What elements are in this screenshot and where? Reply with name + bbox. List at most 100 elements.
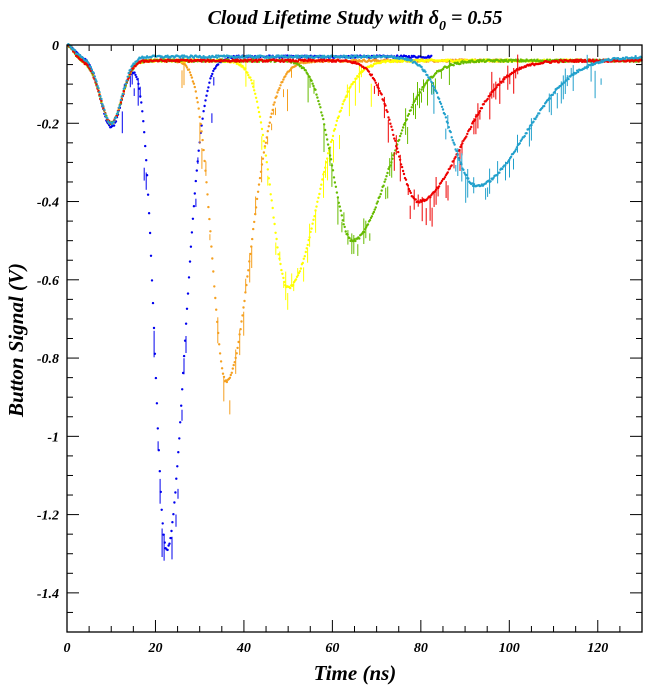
data-point <box>221 372 225 375</box>
data-point <box>262 140 266 143</box>
data-point <box>304 61 307 65</box>
data-point <box>435 91 439 95</box>
data-point <box>390 125 393 128</box>
data-point <box>250 79 253 82</box>
data-point <box>232 363 235 367</box>
data-point <box>160 508 163 511</box>
data-point <box>398 134 402 138</box>
data-point <box>181 388 184 391</box>
data-point <box>207 86 210 89</box>
data-point <box>402 172 406 176</box>
data-point <box>192 205 196 208</box>
data-point <box>261 157 265 160</box>
data-point <box>254 96 258 100</box>
data-point <box>275 237 278 241</box>
data-point <box>319 106 322 109</box>
data-point <box>269 193 272 196</box>
y-tick-labels: 0 -0.2 -0.4 -0.6 -0.8 -1 -1.2 -1.4 <box>37 39 59 602</box>
data-point <box>376 200 379 203</box>
data-point <box>266 130 269 133</box>
data-point <box>241 54 244 58</box>
data-point <box>94 78 97 81</box>
data-point <box>167 544 170 547</box>
data-point <box>465 135 468 138</box>
data-point <box>450 164 453 167</box>
data-point <box>106 117 109 120</box>
y-axis-label: Button Signal (V) <box>4 263 28 418</box>
data-point <box>260 127 264 131</box>
data-point <box>444 116 448 119</box>
data-point <box>459 145 462 149</box>
data-point <box>462 168 465 171</box>
data-point <box>296 274 300 277</box>
data-point <box>455 149 458 153</box>
data-point <box>93 75 96 78</box>
data-point <box>140 101 143 104</box>
data-point <box>103 108 106 111</box>
x-tick-label: 40 <box>236 641 251 656</box>
data-point <box>420 65 423 69</box>
data-point <box>203 104 206 108</box>
data-point <box>215 54 218 57</box>
data-point <box>143 131 146 134</box>
data-point <box>273 222 276 226</box>
data-point <box>246 275 249 278</box>
data-point <box>235 60 238 63</box>
axis-ticks <box>66 44 643 633</box>
data-point <box>438 100 442 104</box>
data-point <box>329 140 333 144</box>
data-point <box>205 94 208 97</box>
data-point <box>184 322 188 325</box>
data-point <box>324 128 327 132</box>
data-point <box>299 267 303 270</box>
data-point <box>201 117 204 120</box>
data-point <box>294 278 298 281</box>
data-point <box>192 82 196 85</box>
data-point <box>357 75 360 78</box>
data-point <box>316 200 319 203</box>
data-point <box>197 107 200 110</box>
data-point <box>308 61 311 64</box>
x-tick-label: 60 <box>325 641 339 656</box>
x-tick-labels: 0 20 40 60 80 100 120 <box>64 641 609 656</box>
data-point <box>452 141 455 144</box>
data-point <box>405 118 409 121</box>
data-point <box>230 371 233 374</box>
data-point <box>398 138 401 142</box>
data-point <box>173 501 176 504</box>
data-point <box>171 521 174 524</box>
data-point <box>271 206 274 210</box>
data-point <box>205 181 208 184</box>
data-point <box>321 114 324 117</box>
data-point <box>172 513 175 516</box>
data-point <box>375 84 378 87</box>
data-point <box>582 60 586 63</box>
data-point <box>313 215 316 218</box>
data-point <box>116 110 120 113</box>
data-point <box>154 376 158 380</box>
data-point <box>326 138 329 141</box>
data-point <box>177 58 180 62</box>
data-point <box>211 72 214 76</box>
data-point <box>321 178 324 181</box>
data-point <box>165 60 168 63</box>
data-point <box>280 268 283 272</box>
data-point <box>391 128 394 132</box>
data-point <box>256 190 260 193</box>
data-point <box>510 60 514 63</box>
data-point <box>366 223 370 226</box>
data-point <box>254 92 257 96</box>
data-point <box>210 74 213 78</box>
data-point <box>434 71 438 75</box>
data-point <box>576 58 579 61</box>
data-point <box>437 97 441 101</box>
data-point <box>443 113 447 116</box>
data-layer <box>67 43 643 561</box>
data-point <box>269 115 272 119</box>
data-point <box>267 125 270 128</box>
data-point <box>180 404 183 407</box>
data-point <box>413 99 416 103</box>
data-point <box>129 68 132 72</box>
data-point <box>197 149 200 152</box>
data-point <box>325 133 328 136</box>
